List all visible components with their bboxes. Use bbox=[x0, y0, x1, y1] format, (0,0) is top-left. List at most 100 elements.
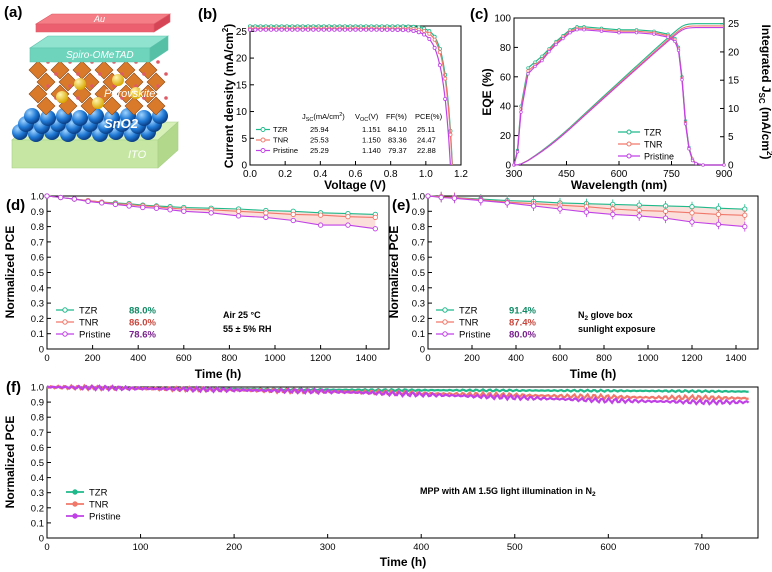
halide-atom bbox=[142, 72, 146, 76]
panel-label-e: (e) bbox=[392, 197, 410, 214]
pbi6-octahedron bbox=[102, 96, 122, 116]
y-tick-label: 15 bbox=[236, 80, 248, 91]
eqe-point-pristine bbox=[582, 28, 586, 32]
eqe-point-pristine bbox=[526, 72, 530, 76]
jv-point-pristine bbox=[432, 45, 437, 50]
eqe-point-pristine bbox=[680, 78, 684, 82]
table-cell: 1.150 bbox=[362, 136, 381, 145]
x-tick-label: 1.0 bbox=[419, 169, 433, 180]
y-axis-title-b: Current density (mA/cm2) bbox=[221, 24, 236, 168]
x-tick-label: 0 bbox=[44, 542, 49, 553]
jv-point-pristine bbox=[321, 27, 326, 32]
jv-point-tnr bbox=[432, 37, 437, 42]
table-cell: 83.36 bbox=[388, 136, 407, 145]
x-tick-label: 750 bbox=[663, 169, 680, 180]
x-tick-label: 400 bbox=[130, 353, 146, 364]
panel-label-b: (b) bbox=[198, 6, 217, 23]
cation-sphere bbox=[92, 97, 104, 109]
jv-line-tnr bbox=[250, 27, 453, 166]
retention-value-tzr: 91.4% bbox=[509, 306, 536, 317]
panel-a-schematic: (a) ITO SnO2 Perovskite Spiro-OMeTAD Au bbox=[4, 4, 179, 169]
jv-point-tnr bbox=[427, 31, 432, 36]
x-tick-label: 1400 bbox=[356, 353, 377, 364]
cation-sphere bbox=[112, 74, 124, 86]
jv-point-pristine bbox=[400, 28, 405, 33]
x-tick-label: 600 bbox=[552, 353, 568, 364]
table-cell: 84.10 bbox=[388, 125, 407, 134]
eqe-point-pristine bbox=[575, 28, 579, 32]
stability-point-pristine bbox=[662, 215, 669, 221]
perovskite-octahedra bbox=[28, 60, 168, 116]
table-row-name-tnr: TNR bbox=[273, 136, 289, 145]
y2-tick-label: 10 bbox=[728, 104, 740, 115]
stability-point-pristine bbox=[290, 217, 296, 224]
eqe-point-pristine bbox=[519, 110, 523, 114]
y-tick-label: 25 bbox=[236, 27, 248, 38]
panel-d-stability-chart: (d) 0 200 400 600 800 1000 1200 140000.10.20.30… bbox=[3, 192, 390, 381]
y2-tick-label: 25 bbox=[728, 19, 740, 30]
jv-point-pristine bbox=[411, 29, 416, 34]
y-tick-label: 0.6 bbox=[412, 253, 425, 264]
y-tick-label: 0.5 bbox=[412, 268, 425, 279]
jv-point-pristine bbox=[337, 27, 342, 32]
stability-curves-d bbox=[44, 193, 378, 232]
jv-point-pristine bbox=[263, 27, 268, 32]
panel-label-c: (c) bbox=[470, 6, 488, 23]
x-tick-label: 400 bbox=[413, 542, 429, 553]
jv-point-pristine bbox=[369, 27, 374, 32]
stability-point-pristine bbox=[557, 206, 563, 212]
x-tick-label: 200 bbox=[464, 353, 480, 364]
eqe-point-pristine bbox=[722, 163, 726, 167]
x-tick-label: 600 bbox=[176, 353, 192, 364]
jv-point-pristine bbox=[348, 27, 353, 32]
y2-axis-title-c: Integrated JSC (mA/cm2) bbox=[757, 25, 772, 160]
sno2-label: SnO2 bbox=[104, 116, 139, 131]
sno2-sphere bbox=[24, 108, 40, 124]
halide-atom bbox=[156, 60, 160, 64]
table-header-voc: VOC(V) bbox=[355, 112, 379, 123]
pbi6-octahedron bbox=[80, 72, 100, 92]
stability-point-pristine bbox=[153, 205, 160, 211]
y-tick-label: 0.7 bbox=[412, 237, 425, 248]
stability-point-pristine bbox=[451, 195, 458, 201]
halide-atom bbox=[134, 84, 138, 88]
x-tick-label: 450 bbox=[558, 169, 575, 180]
jv-point-pristine bbox=[406, 28, 411, 33]
eqe-point-tnr bbox=[526, 69, 530, 73]
jv-point-pristine bbox=[443, 96, 448, 101]
y-tick-label: 0.9 bbox=[31, 207, 44, 218]
stability-point-tnr bbox=[235, 208, 242, 214]
pbi6-octahedron bbox=[58, 72, 78, 92]
x-tick-label: 0 bbox=[44, 353, 49, 364]
x-tick-label: 300 bbox=[320, 542, 336, 553]
mpp-curves bbox=[46, 383, 750, 406]
stability-point-pristine bbox=[345, 222, 351, 228]
halide-atom bbox=[76, 72, 80, 76]
panel-b-jv-chart: (b) 0.0 0.2 0.4 0.6 0.8 1.0 1.2 0 5 10 15 20 25 Volt… bbox=[198, 6, 468, 192]
eqe-point-pristine bbox=[683, 122, 688, 126]
eqe-point-pristine bbox=[687, 147, 691, 151]
x-tick-label: 900 bbox=[716, 169, 733, 180]
stability-point-tnr bbox=[742, 212, 748, 218]
eqe-curves bbox=[512, 23, 726, 167]
stability-point-tnr bbox=[317, 212, 324, 218]
spiro-layer-top bbox=[29, 35, 169, 49]
panel-f-mpp-chart: (f) 0 100 200 300 400 500 600 70000.10.20.30.40… bbox=[3, 379, 759, 569]
stability-point-pristine bbox=[583, 209, 590, 215]
y-tick-label: 0.1 bbox=[31, 518, 44, 529]
stability-point-tnr bbox=[715, 211, 722, 218]
jv-point-pristine bbox=[253, 27, 258, 32]
eqe-point-pristine bbox=[701, 163, 705, 167]
stability-point-pristine bbox=[610, 211, 616, 218]
y2-tick-label: 20 bbox=[728, 47, 740, 58]
eqe-point-tzr bbox=[526, 66, 530, 70]
y2-tick-label: 5 bbox=[728, 132, 734, 143]
legend-marker-tzr bbox=[62, 307, 68, 313]
legend-label-pristine: Pristine bbox=[89, 512, 121, 523]
jv-point-pristine bbox=[422, 32, 427, 37]
jv-point-pristine bbox=[427, 37, 432, 42]
stability-point-pristine bbox=[181, 208, 187, 214]
cation-sphere bbox=[56, 91, 68, 103]
table-rows: TZR 25.94 1.151 84.10 25.11 TNR 25.53 1.150 83.3… bbox=[256, 125, 436, 155]
eqe-point-pristine bbox=[690, 158, 695, 163]
